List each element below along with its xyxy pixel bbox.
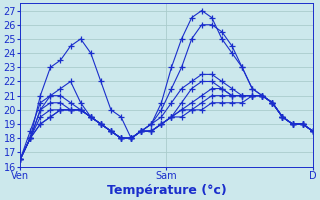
X-axis label: Température (°c): Température (°c) <box>107 184 226 197</box>
